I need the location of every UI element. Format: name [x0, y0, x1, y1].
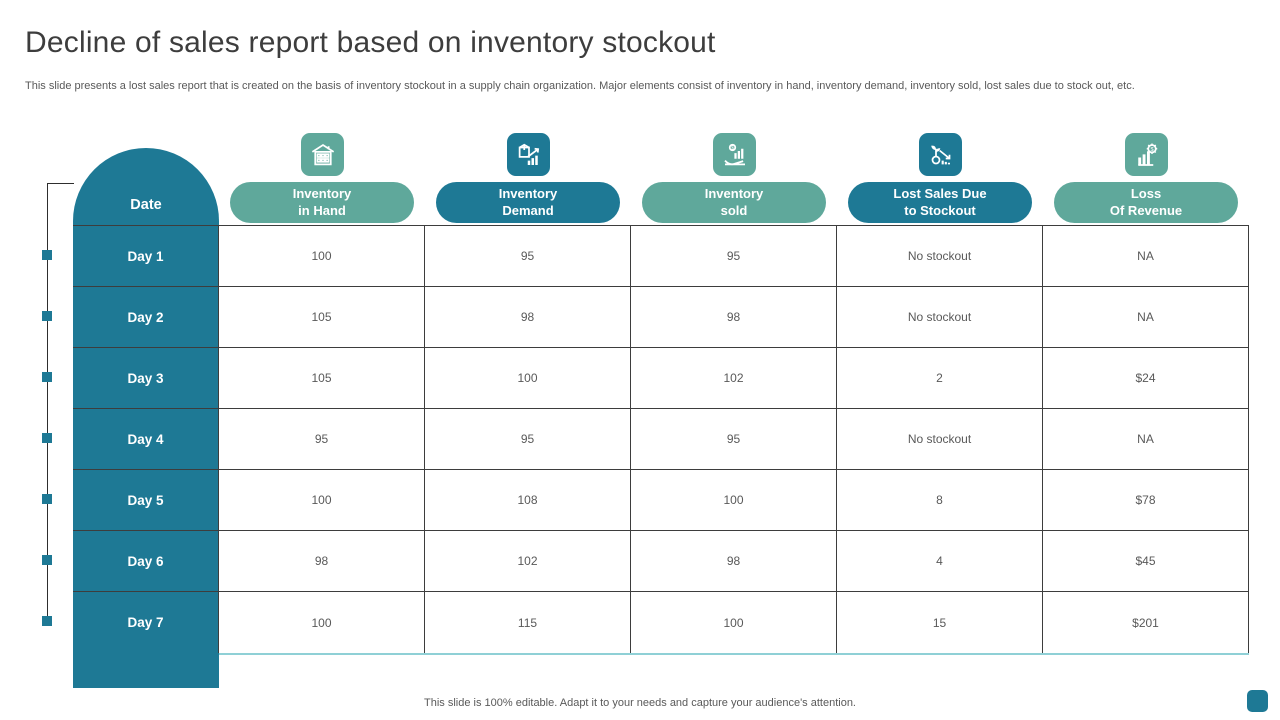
header-line: Lost Sales Due	[893, 186, 987, 202]
table-cell: 115	[425, 592, 631, 653]
table-cell: 100	[219, 470, 425, 531]
column-header-inventory-demand: Inventory Demand	[436, 182, 620, 223]
header-line: Demand	[502, 202, 554, 218]
column-header-loss-of-revenue: Loss Of Revenue	[1054, 182, 1238, 223]
table-cell: 15	[837, 592, 1043, 653]
table-cell: 8	[837, 470, 1043, 531]
table-cell: 2	[837, 348, 1043, 409]
row-marker-square	[42, 616, 52, 626]
table-cell: 100	[219, 226, 425, 287]
lost-sales-icon	[917, 131, 964, 178]
row-date: Day 6	[73, 531, 219, 592]
table-cell: 102	[631, 348, 837, 409]
table-cell: $24	[1043, 348, 1249, 409]
table-cell: 98	[219, 531, 425, 592]
table-cell: NA	[1043, 409, 1249, 470]
row-marker-square	[42, 433, 52, 443]
footer-note: This slide is 100% editable. Adapt it to…	[424, 697, 856, 709]
page-title: Decline of sales report based on invento…	[25, 26, 716, 59]
table-cell: $201	[1043, 592, 1249, 653]
table-cell: NA	[1043, 287, 1249, 348]
date-column-header: Date	[73, 148, 219, 226]
table-cell: 100	[631, 592, 837, 653]
row-date: Day 7	[73, 592, 219, 653]
table-cell: 95	[631, 409, 837, 470]
date-header-label: Date	[130, 197, 162, 213]
table-cell: No stockout	[837, 287, 1043, 348]
header-line: Inventory	[292, 186, 352, 202]
table-cell: No stockout	[837, 226, 1043, 287]
row-date: Day 3	[73, 348, 219, 409]
table-cell: 4	[837, 531, 1043, 592]
header-line: Inventory	[498, 186, 558, 202]
date-column-footer-block	[73, 653, 219, 688]
table-cell: $45	[1043, 531, 1249, 592]
table-cell: 100	[219, 592, 425, 653]
header-line: Of Revenue	[1109, 202, 1183, 218]
data-table: Day 1 100 95 95 No stockout NA Day 2 105…	[73, 225, 1249, 655]
revenue-loss-icon: $	[1123, 131, 1170, 178]
table-cell: 95	[425, 226, 631, 287]
slide-description: This slide presents a lost sales report …	[25, 80, 1135, 92]
box-growth-icon	[505, 131, 552, 178]
header-line: to Stockout	[904, 202, 976, 218]
svg-text:$: $	[1150, 146, 1154, 152]
header-line: sold	[720, 202, 748, 218]
table-cell: No stockout	[837, 409, 1043, 470]
table-cell: 105	[219, 348, 425, 409]
table-cell: 95	[219, 409, 425, 470]
svg-text:$: $	[731, 145, 734, 151]
row-marker-square	[42, 311, 52, 321]
table-cell: NA	[1043, 226, 1249, 287]
header-line: Loss	[1130, 186, 1162, 202]
row-marker-square	[42, 250, 52, 260]
table-cell: 102	[425, 531, 631, 592]
column-header-inventory-sold: Inventory sold	[642, 182, 826, 223]
left-connector-elbow	[47, 183, 74, 184]
table-cell: 108	[425, 470, 631, 531]
left-connector-line	[47, 183, 48, 620]
column-header-lost-sales: Lost Sales Due to Stockout	[848, 182, 1032, 223]
header-line: Inventory	[704, 186, 764, 202]
table-cell: 100	[425, 348, 631, 409]
row-date: Day 4	[73, 409, 219, 470]
row-date: Day 2	[73, 287, 219, 348]
row-marker-square	[42, 555, 52, 565]
table-cell: 98	[631, 531, 837, 592]
row-marker-square	[42, 494, 52, 504]
warehouse-icon	[299, 131, 346, 178]
row-date: Day 5	[73, 470, 219, 531]
table-cell: 95	[631, 226, 837, 287]
table-cell: 95	[425, 409, 631, 470]
table-cell: $78	[1043, 470, 1249, 531]
table-cell: 100	[631, 470, 837, 531]
table-cell: 98	[425, 287, 631, 348]
table-cell: 98	[631, 287, 837, 348]
corner-accent	[1247, 690, 1268, 712]
hand-sales-icon: $	[711, 131, 758, 178]
header-line: in Hand	[298, 202, 346, 218]
table-cell: 105	[219, 287, 425, 348]
row-marker-square	[42, 372, 52, 382]
column-header-inventory-in-hand: Inventory in Hand	[230, 182, 414, 223]
row-date: Day 1	[73, 226, 219, 287]
